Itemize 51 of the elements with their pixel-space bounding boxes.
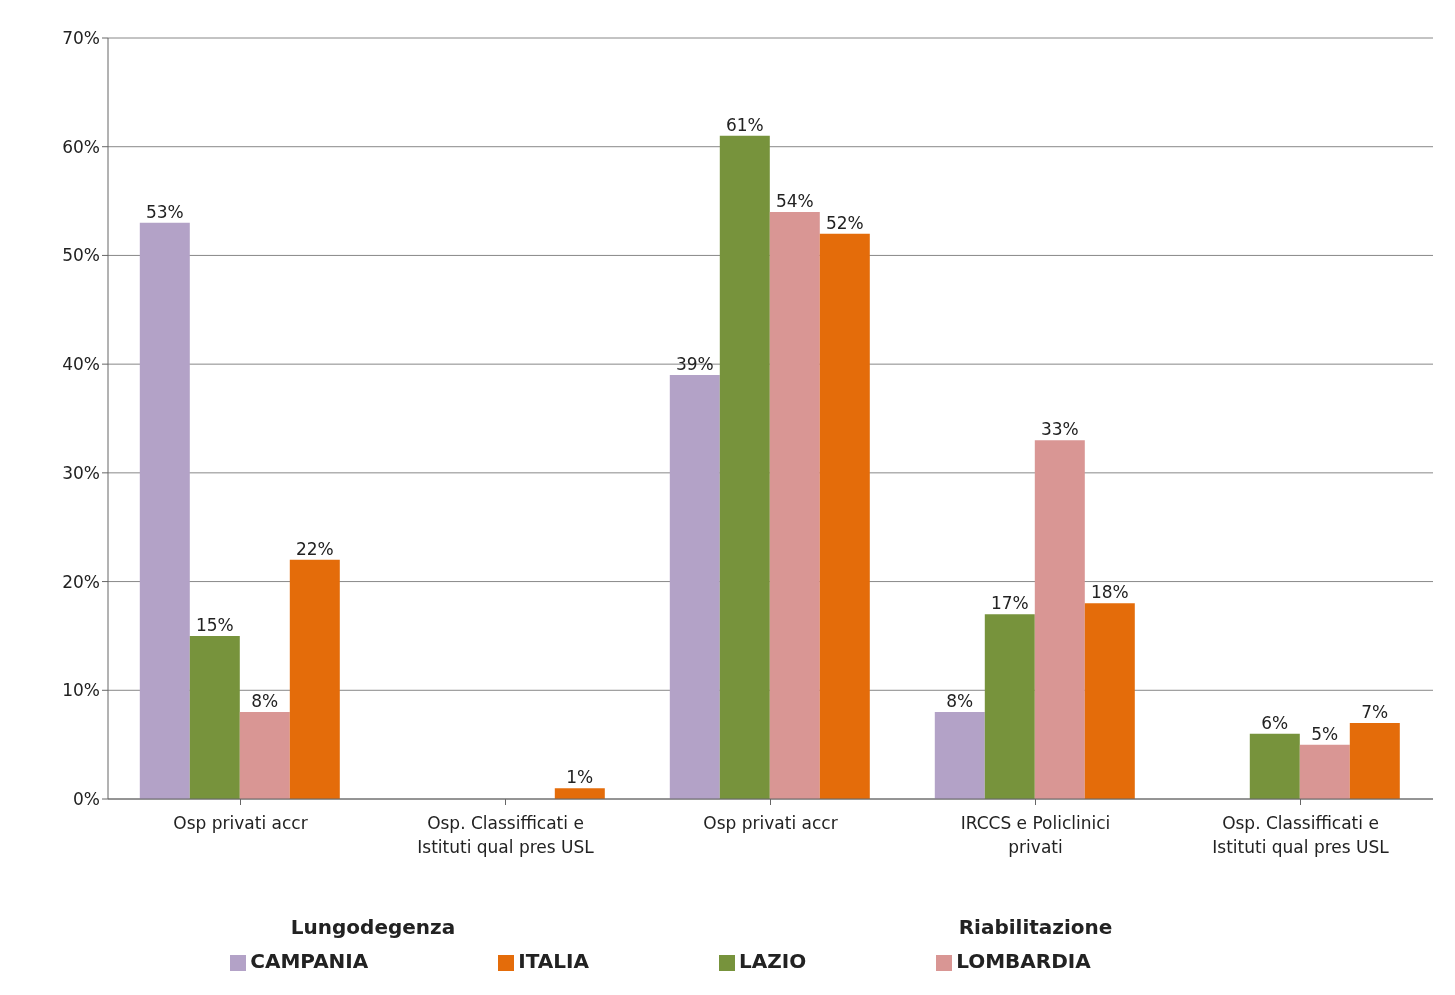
bar (669, 375, 720, 799)
bar (289, 559, 340, 799)
legend-label: CAMPANIA (250, 949, 369, 973)
data-label: 5% (1311, 723, 1339, 744)
data-label: 18% (1090, 582, 1129, 603)
bar (719, 135, 770, 799)
data-label: 15% (195, 614, 234, 635)
data-label: 61% (725, 114, 764, 135)
data-label: 6% (1261, 712, 1289, 733)
data-label: 1% (566, 767, 594, 788)
legend-label: LAZIO (738, 949, 807, 973)
bar (554, 788, 605, 799)
bar (1249, 733, 1300, 799)
y-tick-label: 50% (62, 245, 100, 266)
x-tick-label: Osp privati accr (703, 813, 838, 833)
data-label: 22% (295, 538, 334, 559)
legend-label: ITALIA (518, 949, 589, 973)
bar (1084, 603, 1135, 799)
data-label: 53% (145, 201, 184, 222)
bar (769, 211, 820, 799)
y-tick-label: 30% (62, 462, 100, 483)
x-tick-label: IRCCS e Policlinici privati (960, 813, 1111, 857)
bar (819, 233, 870, 799)
data-label: 33% (1040, 419, 1079, 440)
y-tick-label: 70% (62, 28, 100, 49)
x-tick-label: Osp. Classifficati e Istituti qual pres USL (417, 813, 595, 857)
data-label: 7% (1361, 701, 1389, 722)
bar (139, 222, 190, 799)
text: Lungodegenza (289, 915, 457, 939)
x-tick-label: Osp privati accr (173, 813, 308, 833)
y-tick-label: 20% (62, 571, 100, 592)
x-tick-label: Osp. Classifficati e Istituti qual pres USL (1212, 813, 1390, 857)
bar (934, 712, 985, 799)
y-tick-label: 0% (73, 789, 100, 810)
bar (1034, 440, 1085, 799)
bar (1349, 722, 1400, 799)
data-label: 17% (990, 593, 1029, 614)
data-label: 54% (775, 190, 814, 211)
y-tick-label: 40% (62, 354, 100, 375)
data-label: 8% (251, 691, 279, 712)
text: Riabilitazione (957, 915, 1114, 939)
y-tick-label: 60% (62, 136, 100, 157)
data-label: 8% (946, 691, 974, 712)
data-label: 52% (825, 212, 864, 233)
legend-label: LOMBARDIA (956, 949, 1091, 973)
y-tick-label: 10% (62, 680, 100, 701)
data-label: 39% (675, 354, 714, 375)
bar (239, 712, 290, 799)
bar (189, 635, 240, 799)
bar (984, 614, 1035, 799)
bar (1299, 744, 1350, 799)
